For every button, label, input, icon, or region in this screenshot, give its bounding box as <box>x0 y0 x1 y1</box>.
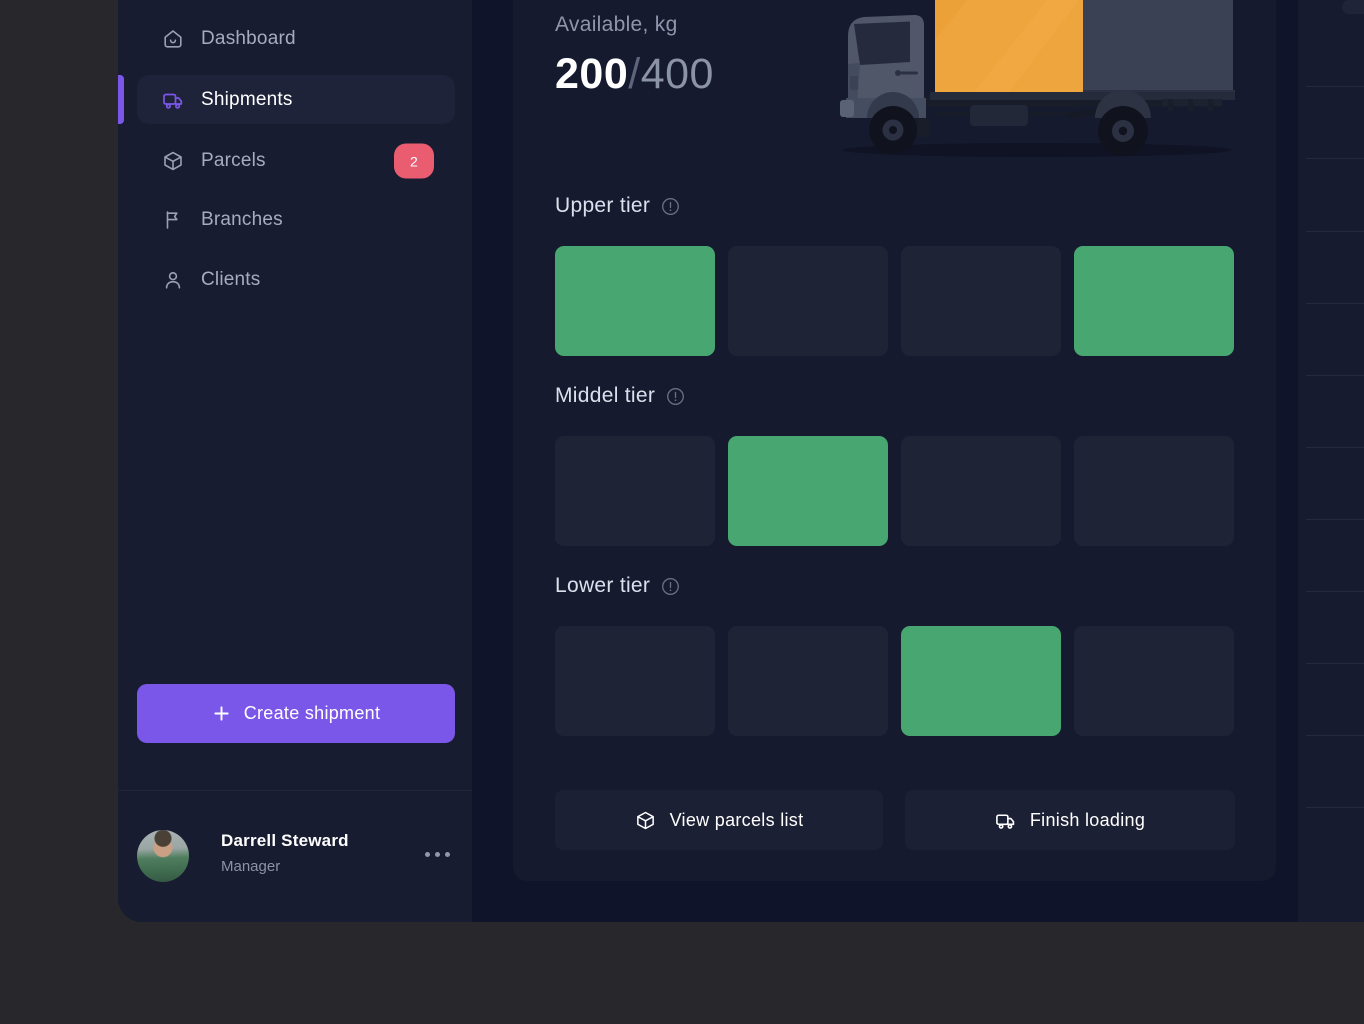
tier-label-middle: Middel tier <box>555 384 685 408</box>
right-panel-row-divider <box>1306 86 1364 87</box>
cargo-slot[interactable] <box>555 626 715 736</box>
avatar[interactable] <box>137 830 189 882</box>
profile-menu-icon[interactable] <box>425 852 450 857</box>
tier-name: Middel tier <box>555 384 656 407</box>
flag-icon <box>162 209 184 231</box>
cargo-slot[interactable] <box>728 436 888 546</box>
sidebar-item-clients[interactable]: Clients <box>137 259 455 301</box>
plus-icon <box>212 704 231 723</box>
right-panel-row-divider <box>1306 158 1364 159</box>
user-icon <box>162 269 184 291</box>
sidebar-item-label: Clients <box>201 269 261 290</box>
capacity-separator: / <box>628 50 641 98</box>
profile-role: Manager <box>221 858 281 875</box>
sidebar-item-label: Dashboard <box>201 28 296 49</box>
info-icon[interactable] <box>661 577 680 596</box>
sidebar: Dashboard Shipments Parce <box>118 0 472 922</box>
right-panel-row-divider <box>1306 735 1364 736</box>
parcel-icon <box>635 810 656 831</box>
app-window: Dashboard Shipments Parce <box>118 0 1364 922</box>
create-shipment-label: Create shipment <box>243 703 381 723</box>
cargo-slot[interactable] <box>728 626 888 736</box>
sidebar-item-dashboard[interactable]: Dashboard <box>137 18 455 60</box>
box-truck-illustration <box>822 0 1235 158</box>
cargo-slot[interactable] <box>901 436 1061 546</box>
finish-loading-button[interactable]: Finish loading <box>905 790 1235 850</box>
lower-tier-slots <box>555 626 1235 736</box>
sidebar-item-label: Parcels <box>201 150 266 171</box>
cargo-slot[interactable] <box>1074 436 1234 546</box>
upper-tier-slots <box>555 246 1235 356</box>
truck-icon <box>995 810 1016 831</box>
cargo-slot[interactable] <box>555 436 715 546</box>
cargo-slot[interactable] <box>1074 246 1234 356</box>
sidebar-divider <box>118 790 472 791</box>
right-panel-row-divider <box>1306 807 1364 808</box>
view-parcels-list-button[interactable]: View parcels list <box>555 790 883 850</box>
right-panel-cutoff <box>1298 0 1364 922</box>
tier-label-lower: Lower tier <box>555 574 680 598</box>
right-panel-row-divider <box>1306 447 1364 448</box>
right-panel-row-divider <box>1306 231 1364 232</box>
tier-name: Lower tier <box>555 574 651 597</box>
create-shipment-button[interactable]: Create shipment <box>137 684 455 743</box>
middle-tier-slots <box>555 436 1235 546</box>
parcel-icon <box>162 150 184 172</box>
cargo-slot[interactable] <box>901 246 1061 356</box>
capacity-total: 400 <box>640 50 714 98</box>
profile-name: Darrell Steward <box>221 831 349 850</box>
right-panel-row-divider <box>1306 519 1364 520</box>
sidebar-item-shipments[interactable]: Shipments <box>137 75 455 124</box>
info-icon[interactable] <box>666 387 685 406</box>
right-panel-row-divider <box>1306 303 1364 304</box>
right-panel-chip <box>1342 0 1364 14</box>
cargo-slot[interactable] <box>1074 626 1234 736</box>
right-panel-row-divider <box>1306 663 1364 664</box>
info-icon[interactable] <box>661 197 680 216</box>
right-panel-row-divider <box>1306 375 1364 376</box>
sidebar-item-branches[interactable]: Branches <box>137 199 455 241</box>
sidebar-item-parcels[interactable]: Parcels 2 <box>137 140 455 182</box>
tier-name: Upper tier <box>555 194 651 217</box>
truck-icon <box>162 89 184 111</box>
parcels-count-badge: 2 <box>394 143 434 179</box>
cargo-slot[interactable] <box>728 246 888 356</box>
sidebar-item-label: Shipments <box>201 88 293 110</box>
cargo-slot[interactable] <box>901 626 1061 736</box>
action-label: Finish loading <box>1029 809 1146 830</box>
right-panel-row-divider <box>1306 591 1364 592</box>
capacity-label: Available, kg <box>555 13 678 36</box>
truck-loading-panel: Available, kg 200/400 <box>513 0 1276 881</box>
tier-label-upper: Upper tier <box>555 194 680 218</box>
home-icon <box>162 28 184 50</box>
cargo-slot[interactable] <box>555 246 715 356</box>
capacity-value: 200/400 <box>555 50 714 99</box>
sidebar-item-label: Branches <box>201 209 283 230</box>
user-profile: Darrell Steward Manager <box>137 828 453 886</box>
capacity-used: 200 <box>555 50 629 98</box>
active-item-indicator <box>118 75 124 124</box>
action-label: View parcels list <box>669 809 804 830</box>
